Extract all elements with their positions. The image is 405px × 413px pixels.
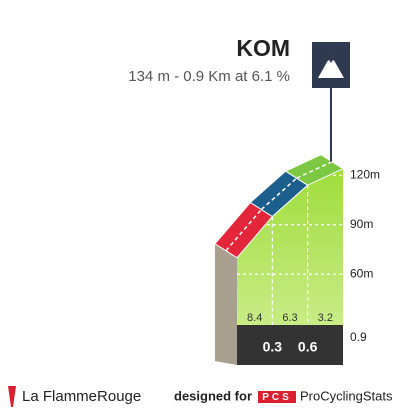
gradient-label: 6.3 xyxy=(282,312,297,324)
designed-for: designed for xyxy=(174,388,252,403)
profile: 60m 90m 120m 8.4 6.3 3.2 0.3 0.6 0.9 xyxy=(214,88,380,365)
distance-total: 0.9 xyxy=(350,330,367,344)
gradient-label: 3.2 xyxy=(318,312,333,324)
segment-band xyxy=(284,154,345,186)
site-name: ProCyclingStats xyxy=(300,388,393,403)
profile-face xyxy=(237,168,343,325)
chart-title: KOM xyxy=(236,35,290,61)
band-center-line xyxy=(260,177,298,211)
y-tick-label: 120m xyxy=(350,167,380,181)
distance-label: 0.3 xyxy=(263,339,283,355)
kom-icon-mountain xyxy=(318,55,344,78)
chart-subtitle: 134 m - 0.9 Km at 6.1 % xyxy=(128,68,290,85)
pcs-logo: PCS xyxy=(262,392,292,403)
pcs-logo-box xyxy=(258,391,296,403)
band-center-line xyxy=(225,209,262,252)
kom-icon-snow xyxy=(326,55,336,63)
y-tick-label: 60m xyxy=(350,266,373,280)
distance-label: 0.6 xyxy=(298,339,318,355)
brand: La FlammeRouge xyxy=(22,388,141,405)
brand-icon xyxy=(8,386,16,407)
side-face xyxy=(215,243,237,365)
base xyxy=(237,325,343,365)
y-tick-label: 90m xyxy=(350,217,373,231)
gradient-label: 8.4 xyxy=(247,312,262,324)
